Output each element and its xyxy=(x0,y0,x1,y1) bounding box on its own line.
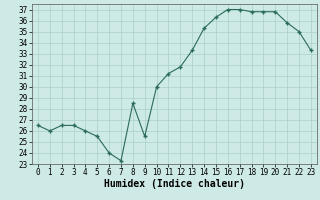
X-axis label: Humidex (Indice chaleur): Humidex (Indice chaleur) xyxy=(104,179,245,189)
